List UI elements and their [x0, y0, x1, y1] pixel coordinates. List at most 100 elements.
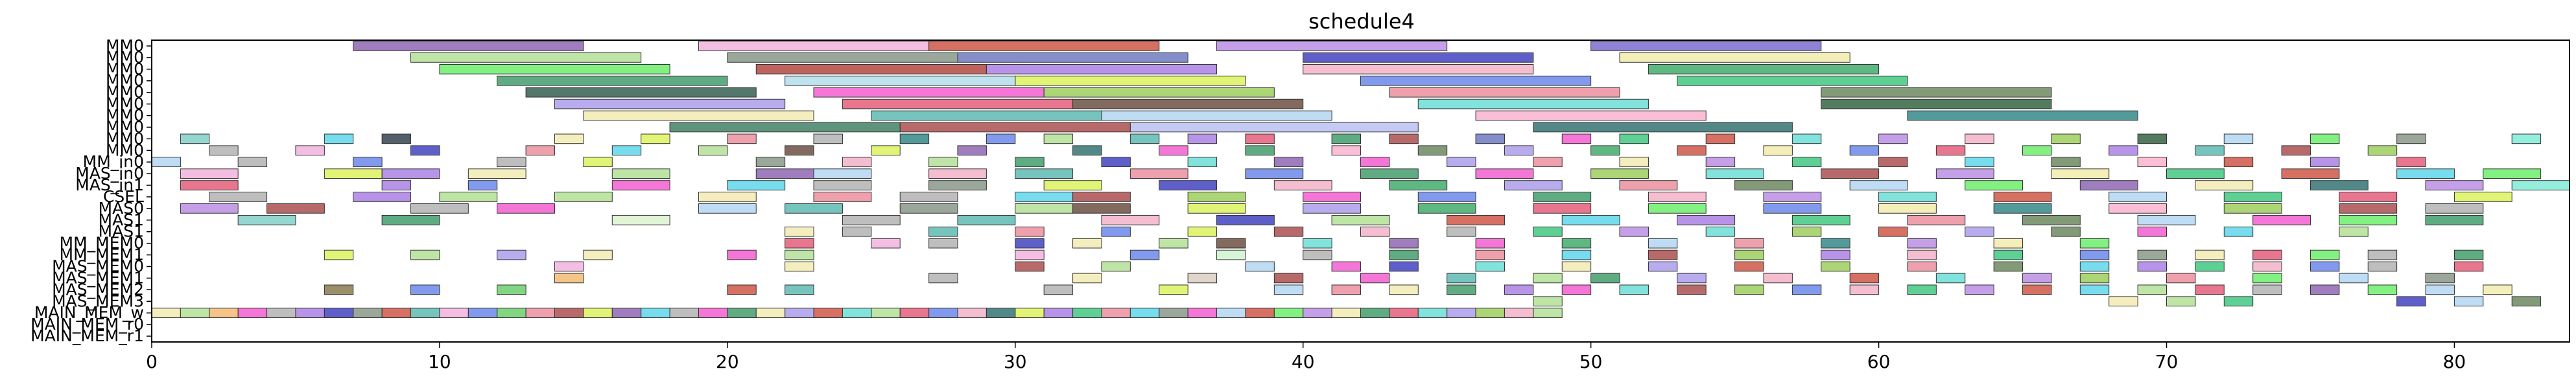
task-bar [1303, 238, 1332, 249]
task-bar [1791, 226, 1822, 237]
task-bar [410, 249, 440, 260]
task-bar [2511, 180, 2570, 190]
task-bar [209, 145, 239, 156]
task-bar [1273, 273, 1304, 284]
task-bar [1216, 41, 1448, 51]
task-bar [1331, 214, 1390, 225]
task-bar [1389, 261, 1419, 272]
task-bar [1245, 145, 1275, 156]
task-bar [669, 122, 901, 133]
task-bar [1821, 238, 1850, 249]
y-tick-label: MAS_in0 [75, 164, 144, 183]
task-bar [2137, 214, 2196, 225]
task-bar [986, 308, 1016, 319]
y-tick-label: MAS_MEM0 [52, 257, 144, 276]
task-bar [698, 192, 757, 202]
task-bar [1965, 157, 1994, 168]
task-bar [1561, 238, 1592, 249]
task-bar [1389, 133, 1419, 144]
task-bar [1273, 284, 1304, 295]
task-bar [755, 157, 786, 168]
task-bar [1043, 308, 1074, 319]
task-bar [1935, 168, 1994, 179]
task-bar [957, 52, 1188, 63]
task-bar [1187, 157, 1218, 168]
y-tick-label: MAIN_MEM_w [34, 303, 144, 322]
task-bar [1705, 168, 1764, 179]
task-bar [1129, 122, 1419, 133]
task-bar [1504, 145, 1534, 156]
task-bar [1821, 249, 1850, 260]
task-bar [2367, 145, 2398, 156]
task-bar [899, 308, 930, 319]
task-bar [1129, 249, 1160, 260]
task-bar [1475, 133, 1505, 144]
task-bar [554, 192, 613, 202]
task-bar [1907, 249, 1937, 260]
task-bar [2339, 273, 2369, 284]
task-bar [1475, 168, 1534, 179]
task-bar [1303, 308, 1332, 319]
task-bar [2511, 296, 2542, 307]
task-bar [1504, 284, 1534, 295]
y-tick-label: MAS_MEM1 [52, 268, 144, 287]
task-bar [1648, 63, 1880, 74]
task-bar [1561, 249, 1592, 260]
task-bar [1417, 192, 1476, 202]
task-bar [353, 192, 412, 202]
task-bar [1159, 180, 1218, 190]
task-bar [928, 308, 958, 319]
task-bar [727, 308, 757, 319]
task-bar [410, 203, 469, 214]
task-bar [1677, 75, 1908, 86]
task-bar [1619, 133, 1649, 144]
task-bar [2483, 284, 2512, 295]
task-bar [1907, 214, 1966, 225]
task-bar [2137, 133, 2168, 144]
task-bar [439, 63, 670, 74]
task-bar [813, 308, 843, 319]
task-bar [1533, 203, 1592, 214]
x-tick-label: 40 [1292, 351, 1315, 372]
task-bar [2310, 133, 2340, 144]
task-bar [2252, 261, 2282, 272]
x-tick-label: 80 [2443, 351, 2466, 372]
task-bar [1907, 238, 1937, 249]
task-bar [928, 226, 958, 237]
task-bar [1849, 180, 1908, 190]
task-bar [439, 192, 498, 202]
task-bar [1072, 203, 1131, 214]
task-bar [1389, 308, 1419, 319]
task-bar [525, 87, 757, 98]
task-bar [2223, 157, 2254, 168]
task-bar [1159, 308, 1188, 319]
task-bar [1561, 133, 1592, 144]
task-bar [1129, 133, 1160, 144]
task-bar [1993, 261, 2024, 272]
task-bar [1619, 157, 1649, 168]
task-bar [2310, 157, 2340, 168]
task-bar [266, 203, 325, 214]
task-bar [2339, 192, 2398, 202]
task-bar [1216, 238, 1246, 249]
task-bar [2367, 261, 2398, 272]
task-bar [928, 168, 987, 179]
task-bar [813, 192, 872, 202]
task-bar [2137, 261, 2168, 272]
task-bar [2310, 284, 2340, 295]
task-bar [785, 284, 814, 295]
task-bar [2079, 249, 2110, 260]
task-bar [2195, 284, 2225, 295]
task-bar [2425, 284, 2455, 295]
task-bar [180, 203, 239, 214]
task-bar [727, 180, 786, 190]
task-bar [1734, 238, 1764, 249]
y-tick-label: MAS_in1 [75, 176, 144, 194]
task-bar [698, 41, 930, 51]
plot-frame [151, 40, 2570, 343]
task-bar [1878, 226, 1908, 237]
task-bar [1705, 157, 1736, 168]
task-bar [785, 226, 814, 237]
task-bar [1072, 238, 1102, 249]
task-bar [785, 145, 814, 156]
